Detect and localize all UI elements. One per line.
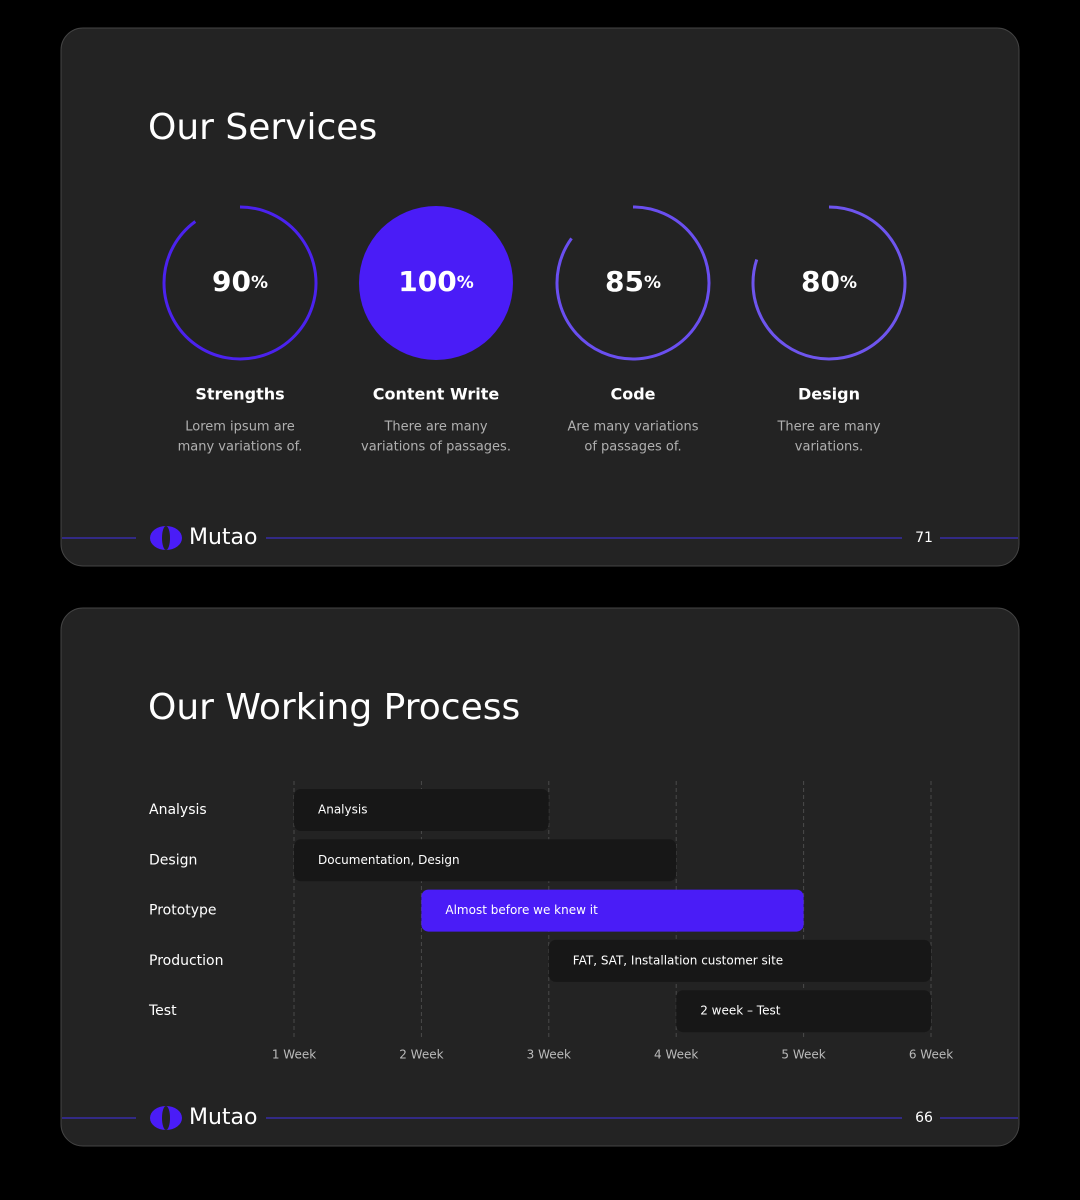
progress-ring (751, 205, 907, 361)
task-bar (421, 889, 804, 932)
x-tick-label: 6 Week (909, 1048, 953, 1062)
percent-unit: % (251, 273, 268, 293)
service-description: Lorem ipsum are (185, 420, 295, 435)
task-bar (294, 789, 549, 831)
page-number: 66 (915, 1110, 933, 1126)
x-tick-label: 5 Week (781, 1048, 825, 1062)
percent-value: 85 (605, 265, 644, 298)
x-tick-label: 4 Week (654, 1048, 698, 1062)
service-description: There are many (383, 420, 487, 435)
task-label: FAT, SAT, Installation customer site (573, 953, 783, 967)
service-name: Content Write (373, 385, 500, 404)
progress-ring (359, 206, 513, 360)
percent-value: 90 (212, 265, 251, 298)
task-label: 2 week – Test (700, 1004, 781, 1018)
progress-ring (162, 205, 318, 361)
task-label: Documentation, Design (318, 853, 460, 867)
x-tick-label: 1 Week (272, 1048, 316, 1062)
task-label: Analysis (318, 803, 367, 817)
task-bar (548, 939, 931, 982)
row-label: Test (148, 1003, 177, 1019)
task-label: Almost before we knew it (445, 903, 598, 917)
task-bar (676, 990, 931, 1033)
percent-value: 80 (801, 265, 840, 298)
slide-title: Our Services (148, 107, 377, 148)
service-description: variations. (795, 440, 863, 455)
progress-ring (555, 205, 711, 361)
service-name: Strengths (195, 385, 284, 404)
percent-unit: % (457, 273, 474, 293)
percent-label: 85% (605, 265, 661, 298)
brand: Mutao (189, 525, 258, 550)
percent-label: 90% (212, 265, 268, 298)
row-label: Prototype (149, 903, 217, 919)
service-description: Are many variations (567, 420, 698, 435)
logo (162, 526, 170, 550)
service-name: Design (798, 385, 860, 404)
percent-value: 100 (398, 265, 456, 298)
percent-unit: % (840, 273, 857, 293)
service-description: of passages of. (584, 440, 681, 455)
percent-label: 80% (801, 265, 857, 298)
row-label: Production (149, 953, 223, 969)
brand: Mutao (189, 1105, 258, 1130)
row-label: Analysis (149, 802, 207, 818)
service-name: Code (610, 385, 655, 404)
x-tick-label: 2 Week (399, 1048, 443, 1062)
service-description: variations of passages. (361, 440, 511, 455)
row-label: Design (149, 852, 197, 868)
logo (162, 1106, 170, 1130)
percent-label: 100% (398, 265, 474, 298)
service-description: There are many (776, 420, 880, 435)
percent-unit: % (644, 273, 661, 293)
task-bar (294, 839, 677, 882)
slide-title: Our Working Process (148, 687, 520, 728)
x-tick-label: 3 Week (527, 1048, 571, 1062)
service-description: many variations of. (178, 440, 303, 455)
page-number: 71 (915, 530, 933, 546)
slide-card (60, 27, 1020, 567)
